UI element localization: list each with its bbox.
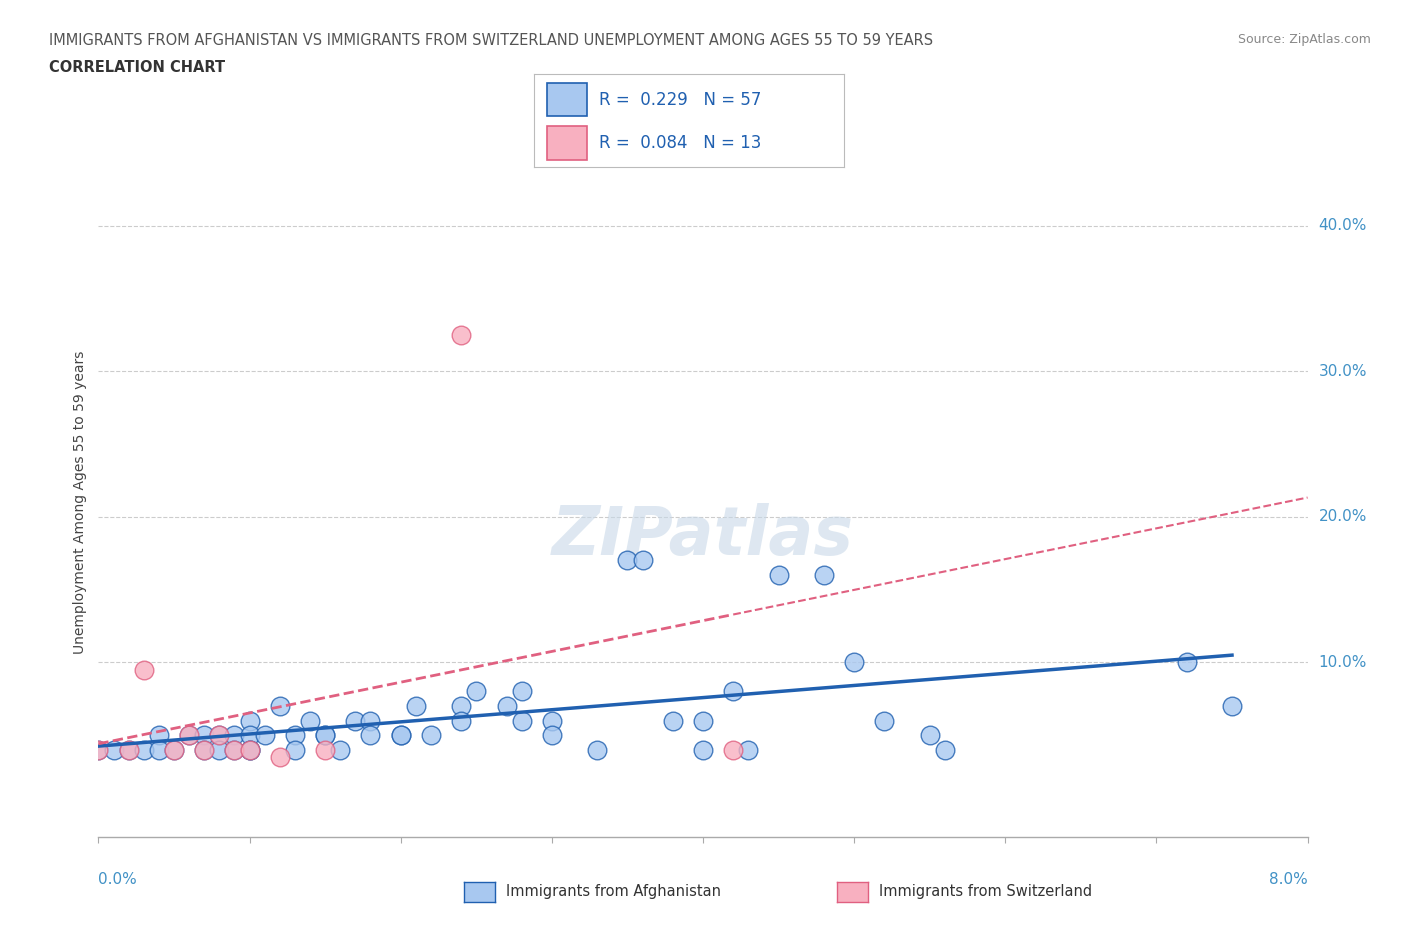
- Point: [87, 742, 110, 757]
- Point: [540, 713, 562, 728]
- Bar: [547, 126, 586, 160]
- Point: [616, 553, 638, 568]
- Text: Immigrants from Switzerland: Immigrants from Switzerland: [879, 884, 1092, 899]
- Point: [224, 742, 246, 757]
- Point: [450, 713, 472, 728]
- Point: [918, 727, 941, 742]
- Point: [419, 727, 441, 742]
- Point: [813, 567, 835, 582]
- Point: [873, 713, 896, 728]
- Point: [208, 727, 231, 742]
- Point: [163, 742, 186, 757]
- Point: [284, 727, 307, 742]
- Point: [193, 727, 215, 742]
- Point: [208, 727, 231, 742]
- Text: CORRELATION CHART: CORRELATION CHART: [49, 60, 225, 75]
- Point: [148, 742, 170, 757]
- Point: [239, 713, 262, 728]
- Point: [344, 713, 367, 728]
- Bar: [547, 83, 586, 116]
- Point: [723, 684, 745, 698]
- Point: [239, 742, 262, 757]
- Point: [208, 742, 231, 757]
- Point: [359, 713, 381, 728]
- Point: [692, 742, 714, 757]
- Text: ZIPatlas: ZIPatlas: [553, 503, 853, 568]
- Point: [631, 553, 654, 568]
- Point: [737, 742, 759, 757]
- Point: [540, 727, 562, 742]
- Point: [844, 655, 866, 670]
- Point: [389, 727, 412, 742]
- Point: [103, 742, 125, 757]
- Point: [450, 698, 472, 713]
- Point: [692, 713, 714, 728]
- Point: [314, 727, 336, 742]
- Point: [299, 713, 322, 728]
- Text: R =  0.084   N = 13: R = 0.084 N = 13: [599, 134, 762, 153]
- Point: [661, 713, 683, 728]
- Point: [239, 742, 262, 757]
- Point: [179, 727, 201, 742]
- Text: 40.0%: 40.0%: [1319, 219, 1367, 233]
- Text: 8.0%: 8.0%: [1268, 871, 1308, 886]
- Point: [768, 567, 790, 582]
- Point: [465, 684, 488, 698]
- Point: [314, 742, 336, 757]
- Point: [148, 727, 170, 742]
- Point: [495, 698, 517, 713]
- Point: [269, 698, 291, 713]
- Text: R =  0.229   N = 57: R = 0.229 N = 57: [599, 90, 762, 109]
- Point: [118, 742, 141, 757]
- Point: [329, 742, 352, 757]
- Point: [193, 742, 215, 757]
- Text: Immigrants from Afghanistan: Immigrants from Afghanistan: [506, 884, 721, 899]
- Point: [934, 742, 956, 757]
- Point: [284, 742, 307, 757]
- Point: [118, 742, 141, 757]
- Point: [510, 713, 533, 728]
- Point: [132, 742, 155, 757]
- Point: [163, 742, 186, 757]
- Point: [193, 742, 215, 757]
- Point: [269, 750, 291, 764]
- Point: [1220, 698, 1243, 713]
- Point: [239, 742, 262, 757]
- Point: [87, 742, 110, 757]
- Text: 0.0%: 0.0%: [98, 871, 138, 886]
- Point: [389, 727, 412, 742]
- Point: [1175, 655, 1198, 670]
- Point: [179, 727, 201, 742]
- Text: 30.0%: 30.0%: [1319, 364, 1367, 379]
- Point: [359, 727, 381, 742]
- Text: 20.0%: 20.0%: [1319, 510, 1367, 525]
- Point: [510, 684, 533, 698]
- Point: [224, 742, 246, 757]
- Point: [253, 727, 276, 742]
- Y-axis label: Unemployment Among Ages 55 to 59 years: Unemployment Among Ages 55 to 59 years: [73, 351, 87, 654]
- Text: IMMIGRANTS FROM AFGHANISTAN VS IMMIGRANTS FROM SWITZERLAND UNEMPLOYMENT AMONG AG: IMMIGRANTS FROM AFGHANISTAN VS IMMIGRANT…: [49, 33, 934, 47]
- Point: [450, 327, 472, 342]
- Text: 10.0%: 10.0%: [1319, 655, 1367, 670]
- Point: [314, 727, 336, 742]
- Point: [132, 662, 155, 677]
- Text: Source: ZipAtlas.com: Source: ZipAtlas.com: [1237, 33, 1371, 46]
- Point: [723, 742, 745, 757]
- Point: [224, 727, 246, 742]
- Point: [586, 742, 609, 757]
- Point: [405, 698, 427, 713]
- Point: [239, 727, 262, 742]
